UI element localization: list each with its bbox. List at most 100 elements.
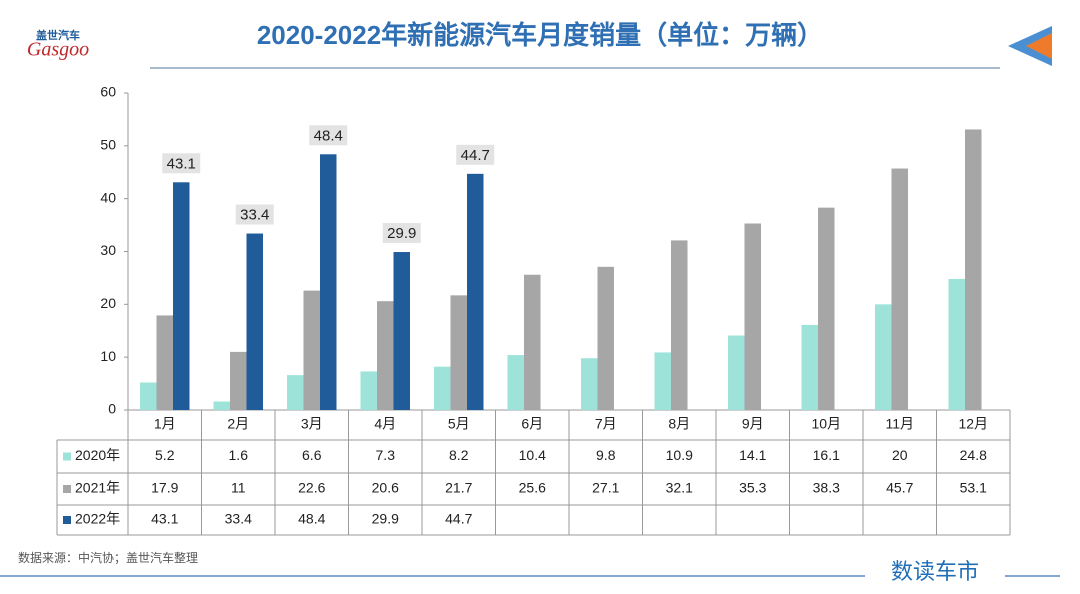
bar: [728, 335, 745, 410]
table-cell: 20: [892, 447, 908, 463]
logo-brand: Gasgoo: [27, 39, 89, 61]
bar: [450, 295, 467, 410]
table-cell: 17.9: [151, 480, 178, 496]
x-tick-label: 12月: [958, 416, 988, 432]
data-label-bg: [162, 153, 201, 174]
table-cell: 22.6: [298, 480, 325, 496]
bar: [744, 223, 761, 410]
table-cell: 29.9: [372, 511, 399, 527]
table-cell: 11: [231, 480, 246, 496]
table-cell: 43.1: [151, 511, 178, 527]
bar: [818, 207, 835, 410]
y-tick-label: 30: [100, 242, 116, 258]
bar: [801, 324, 818, 410]
bar: [948, 278, 965, 410]
bar: [360, 371, 377, 410]
bar: [173, 182, 190, 410]
x-tick-label: 1月: [154, 416, 176, 432]
x-tick-label: 2月: [227, 416, 249, 432]
table-cell: 21.7: [445, 480, 472, 496]
bar: [320, 154, 337, 410]
data-label: 33.4: [240, 207, 269, 224]
x-tick-label: 10月: [811, 416, 841, 432]
legend-swatch: [63, 516, 71, 524]
x-tick-label: 9月: [742, 416, 764, 432]
data-label: 44.7: [461, 147, 490, 164]
table-cell: 32.1: [666, 480, 693, 496]
x-tick-label: 8月: [668, 416, 690, 432]
table-cell: 16.1: [813, 447, 840, 463]
legend-label: 2022年: [75, 511, 120, 527]
table-cell: 10.9: [666, 447, 693, 463]
data-label-bg: [456, 144, 495, 165]
bar: [597, 266, 614, 410]
logo-name: 盖世汽车: [36, 28, 80, 42]
x-tick-label: 6月: [521, 416, 543, 432]
chart-title: 2020-2022年新能源汽车月度销量（单位：万辆）: [257, 20, 823, 50]
table-cell: 33.4: [225, 511, 252, 527]
x-tick-label: 7月: [595, 416, 617, 432]
legend-swatch: [63, 452, 71, 461]
y-tick-label: 40: [100, 189, 116, 205]
y-tick-label: 0: [108, 401, 116, 417]
data-label: 48.4: [314, 127, 343, 144]
table-cell: 25.6: [519, 480, 546, 496]
data-label: 43.1: [167, 155, 196, 172]
table-cell: 48.4: [298, 511, 325, 527]
data-label-bg: [309, 125, 348, 146]
data-label: 29.9: [387, 225, 416, 242]
source: 数据来源：中汽协；盖世汽车整理: [18, 550, 198, 565]
table-cell: 35.3: [739, 480, 766, 496]
x-tick-label: 3月: [301, 416, 323, 432]
table-cell: 27.1: [592, 480, 619, 496]
bar: [507, 355, 524, 410]
table-cell: 38.3: [813, 480, 840, 496]
footer-brand: 数读车市: [891, 559, 979, 584]
table-cell: 7.3: [376, 447, 396, 463]
bar: [303, 290, 320, 410]
bar: [246, 233, 263, 410]
table-cell: 10.4: [519, 447, 546, 463]
data-label-bg: [235, 204, 274, 225]
table-cell: 45.7: [886, 480, 913, 496]
bar: [230, 351, 247, 410]
y-tick-label: 10: [100, 348, 116, 364]
table-cell: 6.6: [302, 447, 322, 463]
bar: [524, 274, 541, 410]
bar: [434, 366, 451, 410]
x-tick-label: 4月: [374, 416, 396, 432]
legend-label: 2021年: [75, 480, 120, 496]
bar: [393, 252, 410, 410]
data-label-bg: [382, 223, 421, 244]
bar: [875, 304, 892, 410]
x-tick-label: 5月: [448, 416, 470, 432]
y-tick-label: 20: [100, 295, 116, 311]
bar: [891, 168, 908, 410]
bar: [377, 301, 394, 410]
legend-label: 2020年: [75, 447, 120, 463]
bar: [213, 401, 230, 410]
bar: [156, 315, 173, 410]
table-cell: 24.8: [960, 447, 987, 463]
x-tick-label: 11月: [885, 416, 914, 432]
y-tick-label: 50: [100, 137, 116, 153]
arrow-icon: [1026, 33, 1052, 59]
legend-swatch: [63, 485, 71, 493]
y-tick-label: 60: [100, 84, 116, 100]
bar: [671, 240, 688, 410]
table-cell: 9.8: [596, 447, 616, 463]
bar: [654, 352, 671, 410]
bar: [140, 382, 157, 410]
bar: [467, 173, 484, 410]
bar: [287, 375, 304, 410]
table-cell: 14.1: [739, 447, 766, 463]
table-cell: 1.6: [229, 447, 249, 463]
table-cell: 8.2: [449, 447, 469, 463]
bar: [581, 358, 598, 410]
bar: [965, 129, 982, 410]
table-cell: 53.1: [960, 480, 987, 496]
table-cell: 5.2: [155, 447, 175, 463]
table-cell: 44.7: [445, 511, 472, 527]
table-cell: 20.6: [372, 480, 399, 496]
